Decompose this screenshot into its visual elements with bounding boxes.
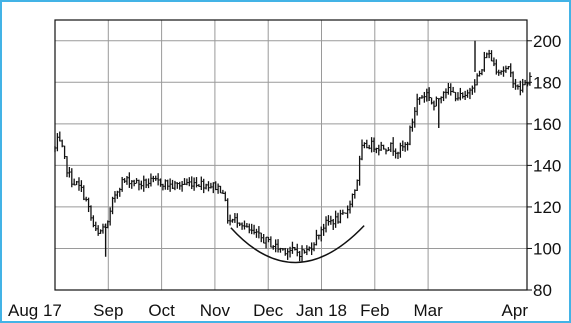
y-tick-label: 160 <box>533 115 561 134</box>
x-tick-label: Feb <box>360 301 389 320</box>
x-tick-label: Dec <box>253 301 284 320</box>
x-tick-label: Aug 17 <box>8 301 62 320</box>
rounding-bottom-arc <box>230 225 365 264</box>
grid-lines <box>55 20 527 290</box>
y-tick-label: 140 <box>533 156 561 175</box>
x-tick-label: Jan 18 <box>296 301 347 320</box>
x-tick-label: Nov <box>200 301 231 320</box>
y-axis-ticks: 80 100 120 140 160 180 200 <box>527 32 561 300</box>
x-axis-ticks: Aug 17 Sep Oct Nov Dec Jan 18 Feb Mar Apr <box>8 301 528 320</box>
y-tick-label: 200 <box>533 32 561 51</box>
rounding-bottom-annotation <box>230 225 365 264</box>
price-series <box>54 40 532 262</box>
x-tick-label: Mar <box>413 301 443 320</box>
x-tick-label: Oct <box>148 301 175 320</box>
x-tick-label: Apr <box>502 301 529 320</box>
y-tick-label: 80 <box>533 281 552 300</box>
plot-border <box>54 19 528 291</box>
x-tick-label: Sep <box>93 301 123 320</box>
y-tick-label: 100 <box>533 239 561 258</box>
y-tick-label: 120 <box>533 198 561 217</box>
y-tick-label: 180 <box>533 73 561 92</box>
